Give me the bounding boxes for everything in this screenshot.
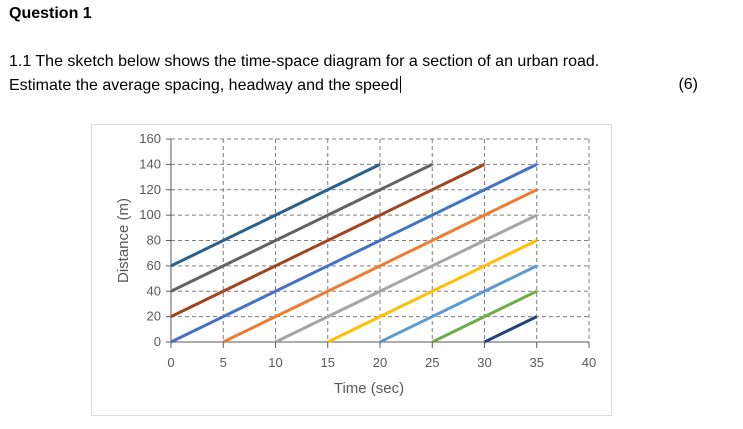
y-tick-label: 120 <box>139 182 161 197</box>
x-tick-label: 30 <box>477 355 491 370</box>
y-tick-label: 160 <box>139 131 161 146</box>
x-axis-title: Time (sec) <box>334 380 404 397</box>
y-tick-label: 20 <box>147 309 161 324</box>
y-axis-title: Distance (m) <box>115 198 132 283</box>
trajectory-9 <box>431 289 538 344</box>
trajectory-3 <box>170 163 486 318</box>
trajectory-2 <box>170 163 433 293</box>
y-axis-ticks: 0 20 40 60 80 100 120 140 160 <box>139 131 171 349</box>
y-tick-label: 140 <box>139 156 161 171</box>
x-tick-label: 0 <box>167 355 174 370</box>
trajectory-1 <box>170 163 381 268</box>
x-tick-label: 15 <box>321 355 335 370</box>
x-tick-label: 10 <box>268 355 282 370</box>
y-tick-label: 80 <box>147 233 161 248</box>
y-tick-label: 40 <box>147 283 161 298</box>
x-tick-label: 20 <box>373 355 387 370</box>
trajectory-10 <box>483 315 538 344</box>
y-tick-label: 60 <box>147 258 161 273</box>
x-axis-ticks: 0 5 10 15 20 25 30 35 40 <box>167 342 596 370</box>
x-tick-label: 25 <box>425 355 439 370</box>
question-text-line-2: Estimate the average spacing, headway an… <box>9 76 401 95</box>
trajectory-7 <box>327 239 538 344</box>
question-text-line-2-label: Estimate the average spacing, headway an… <box>9 77 399 94</box>
trajectory-8 <box>379 264 538 344</box>
question-text-line-1: 1.1 The sketch below shows the time-spac… <box>9 53 600 70</box>
question-heading: Question 1 <box>9 5 92 22</box>
trajectory-5 <box>222 188 538 344</box>
x-tick-label: 5 <box>220 355 227 370</box>
text-cursor <box>399 76 401 93</box>
trajectory-4 <box>170 163 538 344</box>
x-tick-label: 40 <box>582 355 596 370</box>
question-marks: (6) <box>678 76 698 93</box>
vehicle-trajectories <box>170 163 538 344</box>
y-tick-label: 0 <box>154 334 161 349</box>
y-tick-label: 100 <box>139 207 161 222</box>
x-tick-label: 35 <box>530 355 544 370</box>
trajectory-6 <box>274 213 538 344</box>
